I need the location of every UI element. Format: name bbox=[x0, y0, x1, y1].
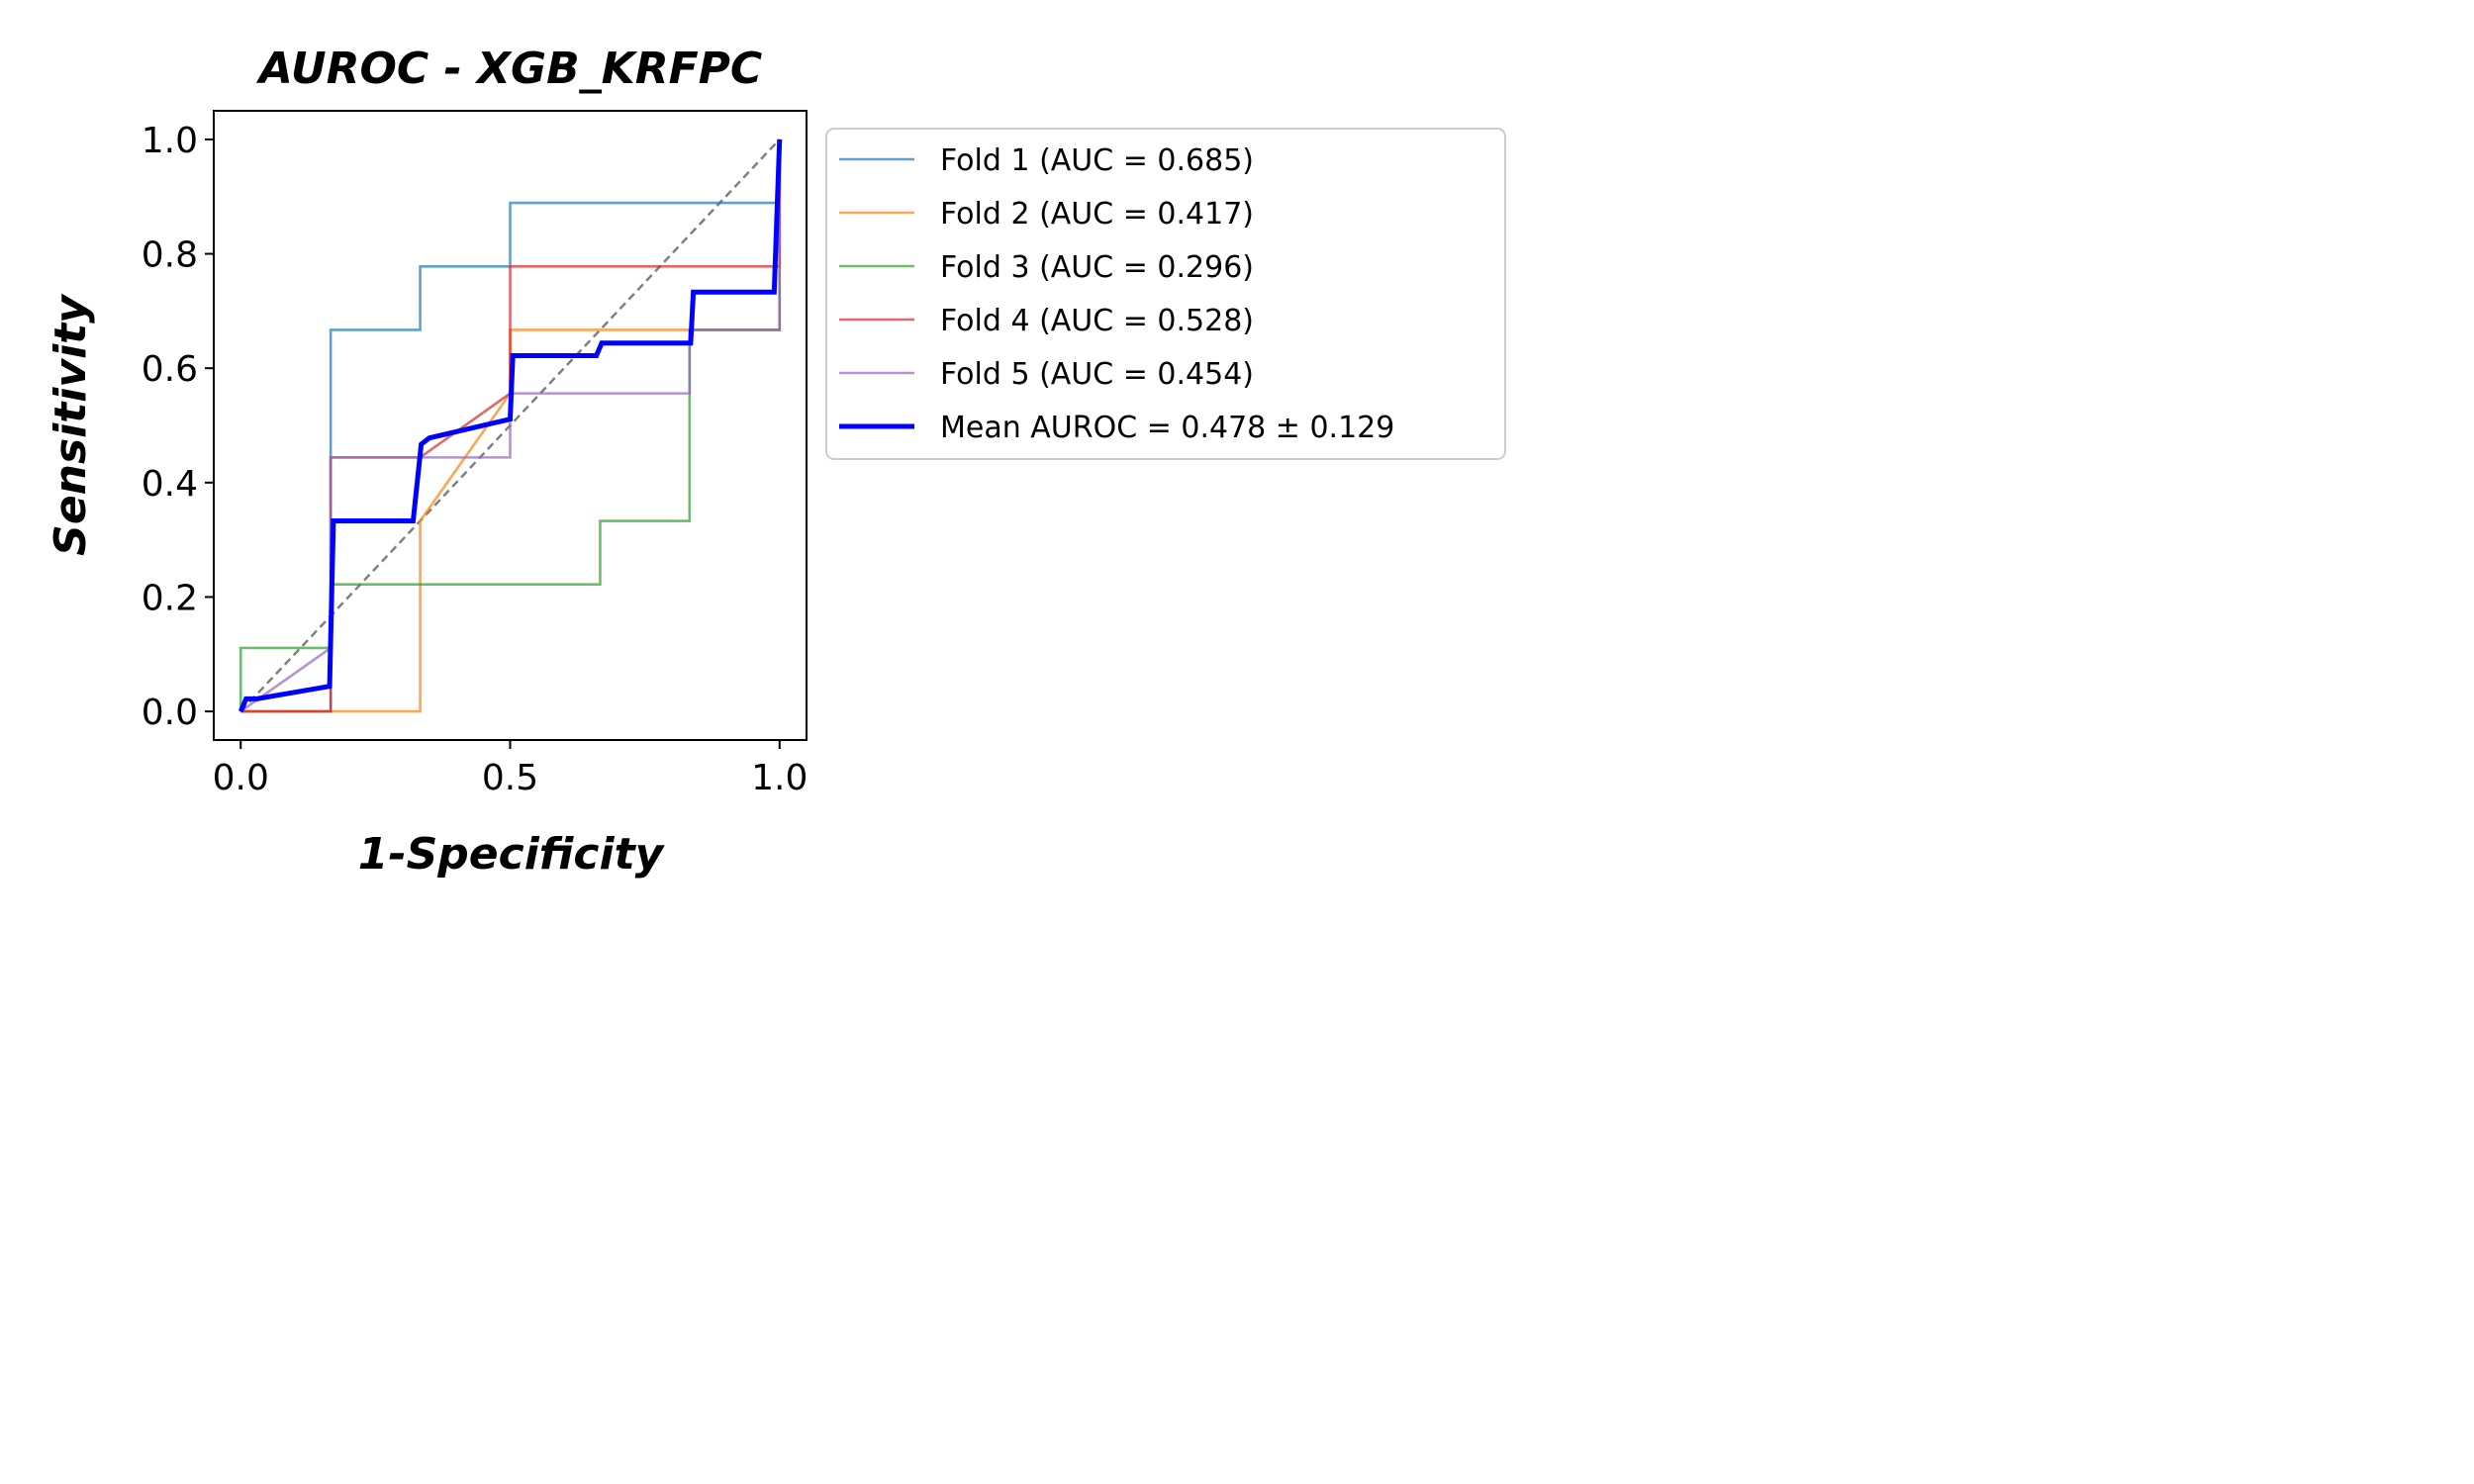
legend-label: Fold 4 (AUC = 0.528) bbox=[940, 304, 1254, 338]
x-tick-label: 1.0 bbox=[751, 758, 808, 798]
mean-roc-line bbox=[238, 139, 783, 713]
legend-box bbox=[825, 128, 1506, 460]
roc-chart: AUROC - XGB_KRFPC 0.0 0.5 1.00.00.20.40.60… bbox=[46, 44, 1506, 880]
y-axis-title: Sensitivity bbox=[46, 293, 96, 556]
y-tick-label: 0.8 bbox=[142, 235, 198, 276]
legend-label: Fold 1 (AUC = 0.685) bbox=[940, 143, 1254, 178]
x-axis-title: 1-Specificity bbox=[358, 829, 666, 880]
x-tick-label: 0.0 bbox=[213, 758, 269, 798]
y-tick-label: 0.2 bbox=[142, 578, 198, 618]
y-tick-label: 0.6 bbox=[142, 349, 198, 390]
legend-label: Fold 3 (AUC = 0.296) bbox=[940, 250, 1254, 285]
legend: Fold 1 (AUC = 0.685) Fold 2 (AUC = 0.417)… bbox=[825, 128, 1506, 460]
x-tick-label: 0.5 bbox=[482, 758, 538, 798]
legend-label: Fold 2 (AUC = 0.417) bbox=[940, 197, 1254, 232]
y-tick-label: 0.0 bbox=[142, 693, 198, 733]
chart-title: AUROC - XGB_KRFPC bbox=[256, 44, 762, 94]
y-tick-label: 0.4 bbox=[142, 464, 198, 505]
legend-label: Fold 5 (AUC = 0.454) bbox=[940, 357, 1254, 392]
y-tick-label: 1.0 bbox=[142, 121, 198, 161]
legend-label: Mean AUROC = 0.478 ± 0.129 bbox=[940, 411, 1394, 445]
plot-area bbox=[238, 139, 783, 713]
axis-ticks: 0.0 0.5 1.0 0.0 0.2 0.4 0.6 0.8 1.0 bbox=[142, 121, 809, 798]
